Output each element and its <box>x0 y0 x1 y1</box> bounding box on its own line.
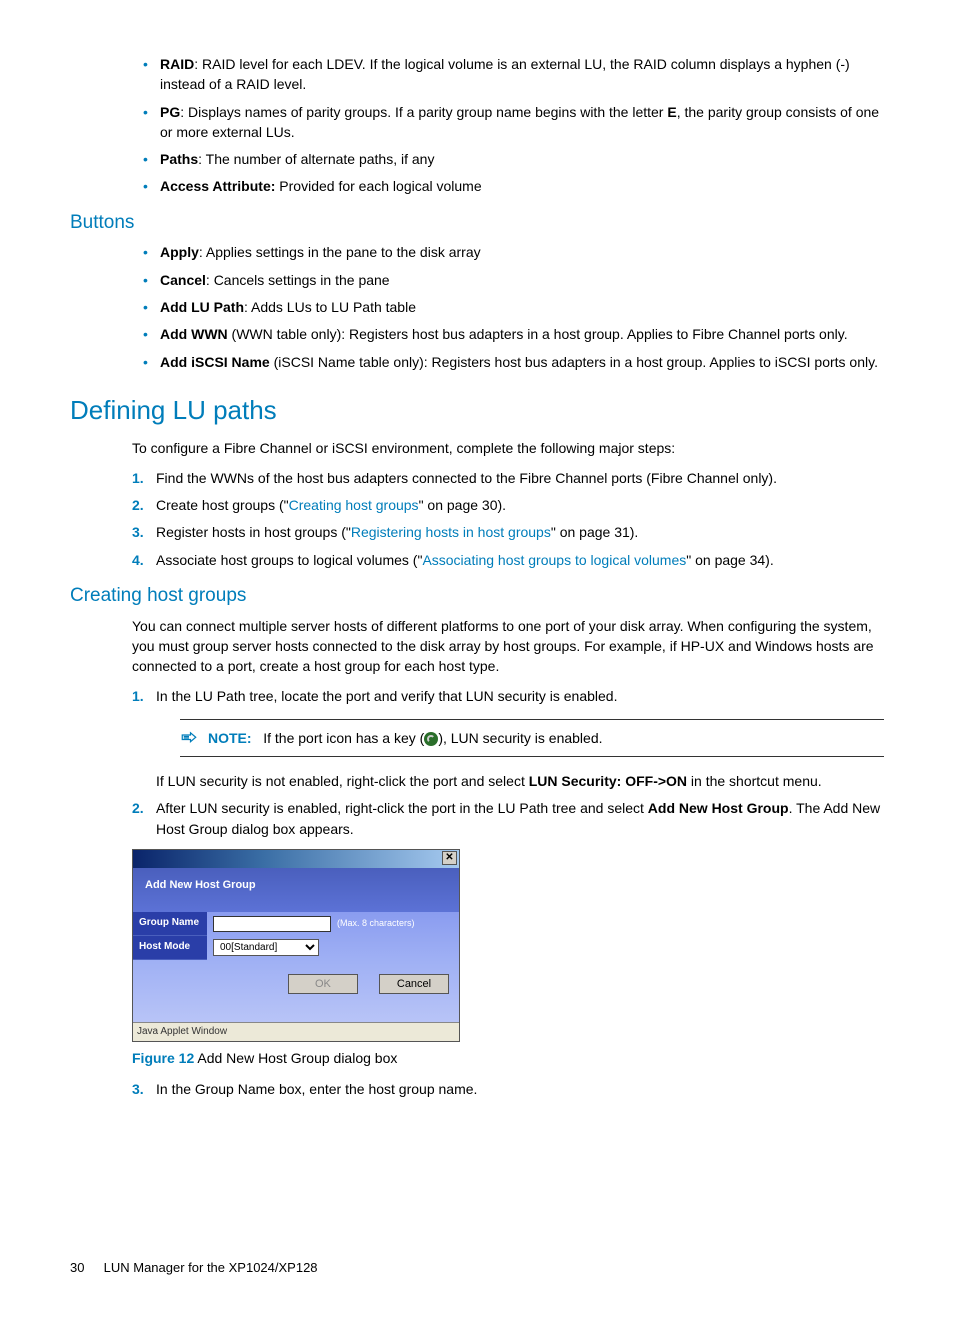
list-item: PG: Displays names of parity groups. If … <box>160 102 884 143</box>
defining-lu-paths-heading: Defining LU paths <box>70 392 884 430</box>
note-icon <box>180 729 198 747</box>
note-label: NOTE: <box>208 730 252 746</box>
note-box: NOTE: If the port icon has a key (), LUN… <box>180 719 884 757</box>
step-item: Register hosts in host groups ("Register… <box>156 522 884 542</box>
list-item: Paths: The number of alternate paths, if… <box>160 149 884 169</box>
group-name-hint: (Max. 8 characters) <box>337 917 415 930</box>
page-footer: 30 LUN Manager for the XP1024/XP128 <box>70 1259 884 1278</box>
host-mode-select[interactable]: 00[Standard] <box>213 939 319 956</box>
link-associating-host-groups[interactable]: Associating host groups to logical volum… <box>422 552 686 568</box>
step-item: In the LU Path tree, locate the port and… <box>156 686 884 791</box>
figure-caption: Figure 12 Add New Host Group dialog box <box>132 1048 884 1068</box>
step-item: Find the WWNs of the host bus adapters c… <box>156 468 884 488</box>
host-mode-label: Host Mode <box>133 936 207 960</box>
page-number: 30 <box>70 1259 100 1278</box>
group-name-label: Group Name <box>133 912 207 936</box>
ldev-attributes-list: RAID: RAID level for each LDEV. If the l… <box>160 54 884 197</box>
list-item: Add WWN (WWN table only): Registers host… <box>160 324 884 344</box>
list-item: Access Attribute: Provided for each logi… <box>160 176 884 196</box>
step-item: Create host groups ("Creating host group… <box>156 495 884 515</box>
step1-continuation: If LUN security is not enabled, right-cl… <box>156 771 884 791</box>
list-item: Add iSCSI Name (iSCSI Name table only): … <box>160 352 884 372</box>
ok-button[interactable]: OK <box>288 974 358 994</box>
defining-steps: Find the WWNs of the host bus adapters c… <box>156 468 884 570</box>
dialog-title: Add New Host Group <box>133 868 459 912</box>
link-creating-host-groups[interactable]: Creating host groups <box>289 497 419 513</box>
defining-intro: To configure a Fibre Channel or iSCSI en… <box>132 438 884 458</box>
buttons-list: Apply: Applies settings in the pane to t… <box>160 242 884 371</box>
creating-host-groups-heading: Creating host groups <box>70 582 884 610</box>
step-item: Associate host groups to logical volumes… <box>156 550 884 570</box>
close-icon[interactable]: ✕ <box>442 851 457 865</box>
list-item: Cancel: Cancels settings in the pane <box>160 270 884 290</box>
creating-steps-cont: In the Group Name box, enter the host gr… <box>156 1079 884 1099</box>
list-item: Apply: Applies settings in the pane to t… <box>160 242 884 262</box>
footer-title: LUN Manager for the XP1024/XP128 <box>104 1260 318 1275</box>
cancel-button[interactable]: Cancel <box>379 974 449 994</box>
step-item: After LUN security is enabled, right-cli… <box>156 798 884 839</box>
dialog-status-bar: Java Applet Window <box>133 1022 459 1042</box>
link-registering-hosts[interactable]: Registering hosts in host groups <box>351 524 551 540</box>
buttons-heading: Buttons <box>70 209 884 237</box>
list-item: RAID: RAID level for each LDEV. If the l… <box>160 54 884 95</box>
step-item: In the Group Name box, enter the host gr… <box>156 1079 884 1099</box>
list-item: Add LU Path: Adds LUs to LU Path table <box>160 297 884 317</box>
key-icon <box>424 732 438 746</box>
creating-steps: In the LU Path tree, locate the port and… <box>156 686 884 838</box>
dialog-titlebar: ✕ <box>133 850 459 868</box>
add-new-host-group-dialog: ✕ Add New Host Group Group Name (Max. 8 … <box>132 849 460 1042</box>
creating-intro: You can connect multiple server hosts of… <box>132 616 884 677</box>
group-name-input[interactable] <box>213 916 331 932</box>
